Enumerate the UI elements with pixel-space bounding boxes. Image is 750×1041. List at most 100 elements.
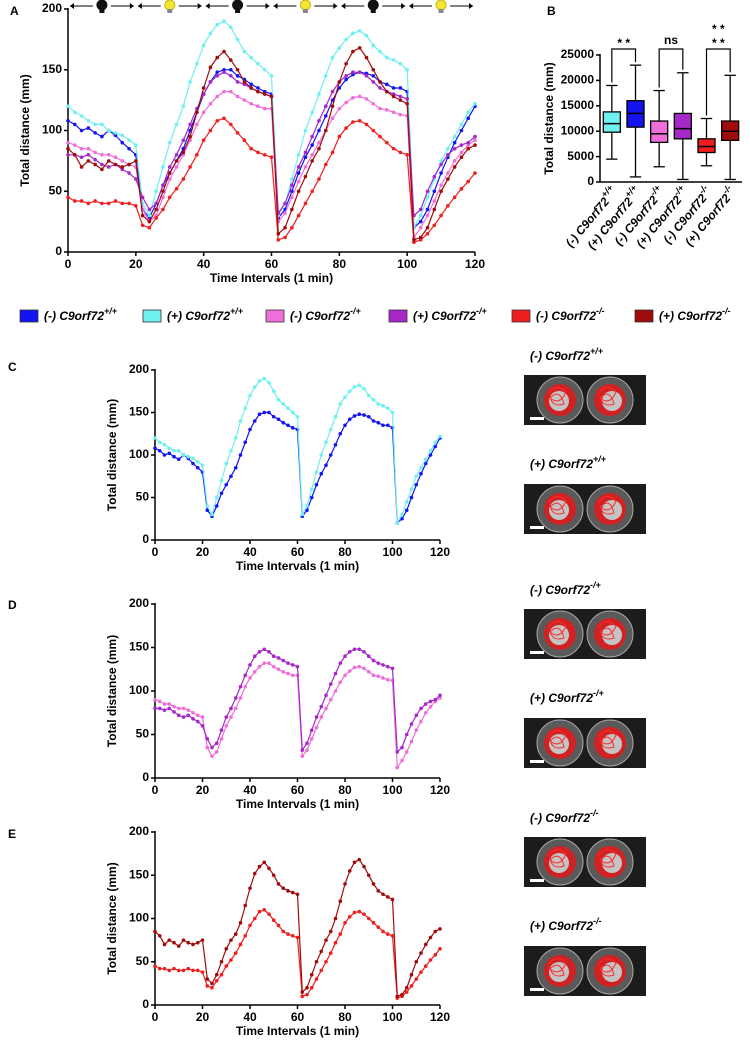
data-point [300, 512, 305, 517]
y-tick-label: 100 [129, 911, 149, 925]
data-point [249, 82, 253, 87]
data-point [423, 942, 428, 947]
data-point [167, 177, 172, 181]
data-point [252, 385, 257, 389]
data-point [385, 664, 390, 669]
data-point [157, 699, 162, 704]
data-point [276, 238, 281, 242]
data-point [93, 157, 97, 162]
data-point [195, 968, 200, 973]
data-point [290, 177, 294, 181]
data-point [452, 140, 457, 145]
series-line [155, 648, 441, 754]
data-point [157, 448, 162, 453]
data-point [72, 199, 77, 203]
y-tick-label: 50 [136, 490, 150, 504]
data-point [385, 895, 390, 899]
data-point [201, 138, 206, 143]
data-point [324, 440, 328, 445]
data-point [181, 453, 186, 457]
data-point [390, 897, 395, 902]
data-point [319, 704, 324, 709]
data-point [418, 207, 423, 212]
data-point [305, 748, 309, 752]
data-point [432, 199, 437, 203]
data-point [201, 110, 206, 115]
data-point [167, 706, 172, 711]
data-point [352, 665, 357, 670]
data-point [300, 754, 305, 759]
track [547, 621, 567, 640]
data-point [344, 126, 348, 130]
data-point [371, 419, 376, 423]
data-point [86, 201, 91, 206]
data-point [385, 406, 390, 411]
data-point [414, 713, 419, 718]
x-tick-label: 120 [430, 1010, 450, 1024]
data-point [157, 706, 162, 711]
x-tick-label: 100 [382, 1010, 402, 1024]
data-point [276, 231, 281, 236]
data-point [343, 673, 347, 678]
data-point [174, 122, 179, 127]
data-point [283, 211, 287, 215]
data-point [344, 61, 348, 66]
data-point [352, 860, 357, 865]
data-point [337, 106, 342, 111]
x-axis-label: Time Intervals (1 min) [236, 797, 359, 811]
data-point [296, 189, 301, 194]
data-point [257, 864, 262, 869]
data-point [201, 43, 206, 48]
x-tick-label: 20 [129, 257, 143, 271]
x-tick-label: 100 [382, 545, 402, 559]
data-point [381, 403, 385, 408]
arrow-head [70, 3, 74, 9]
data-point [425, 231, 430, 236]
arrow-head [409, 3, 414, 9]
box [697, 138, 716, 154]
data-point [328, 682, 333, 686]
data-point [281, 929, 286, 934]
legend-swatch [19, 309, 39, 323]
significance-label: * * [712, 22, 725, 36]
data-point [381, 663, 385, 667]
data-point [452, 165, 457, 169]
data-point [309, 972, 314, 977]
x-axis-label: Time Intervals (1 min) [236, 559, 359, 573]
data-point [219, 959, 224, 964]
data-point [398, 86, 403, 90]
box [602, 111, 622, 133]
data-point [409, 984, 414, 988]
data-point [317, 92, 321, 96]
data-point [106, 153, 111, 157]
data-point [242, 98, 247, 102]
data-point [243, 406, 248, 411]
data-point [391, 94, 396, 99]
data-point [219, 737, 224, 741]
bulb-base [235, 9, 241, 13]
data-point [262, 153, 267, 157]
data-point [378, 49, 382, 54]
data-point [333, 940, 338, 945]
data-point [281, 670, 286, 674]
data-point [267, 866, 271, 871]
data-point [391, 58, 396, 62]
data-point [385, 140, 389, 145]
well-center [602, 734, 622, 754]
data-point [425, 213, 430, 218]
data-point [242, 138, 247, 143]
data-point [224, 964, 229, 968]
data-point [343, 395, 347, 400]
data-point [195, 719, 200, 724]
data-point [357, 909, 362, 914]
data-point [100, 134, 104, 139]
tracking-image [524, 718, 646, 768]
bulb-icon [435, 0, 447, 11]
data-point [347, 650, 352, 654]
arrow-head [137, 3, 142, 9]
tracking-image [524, 375, 646, 425]
data-point [262, 908, 267, 912]
data-point [351, 31, 355, 36]
arrow-head [205, 3, 210, 9]
data-point [191, 461, 195, 466]
